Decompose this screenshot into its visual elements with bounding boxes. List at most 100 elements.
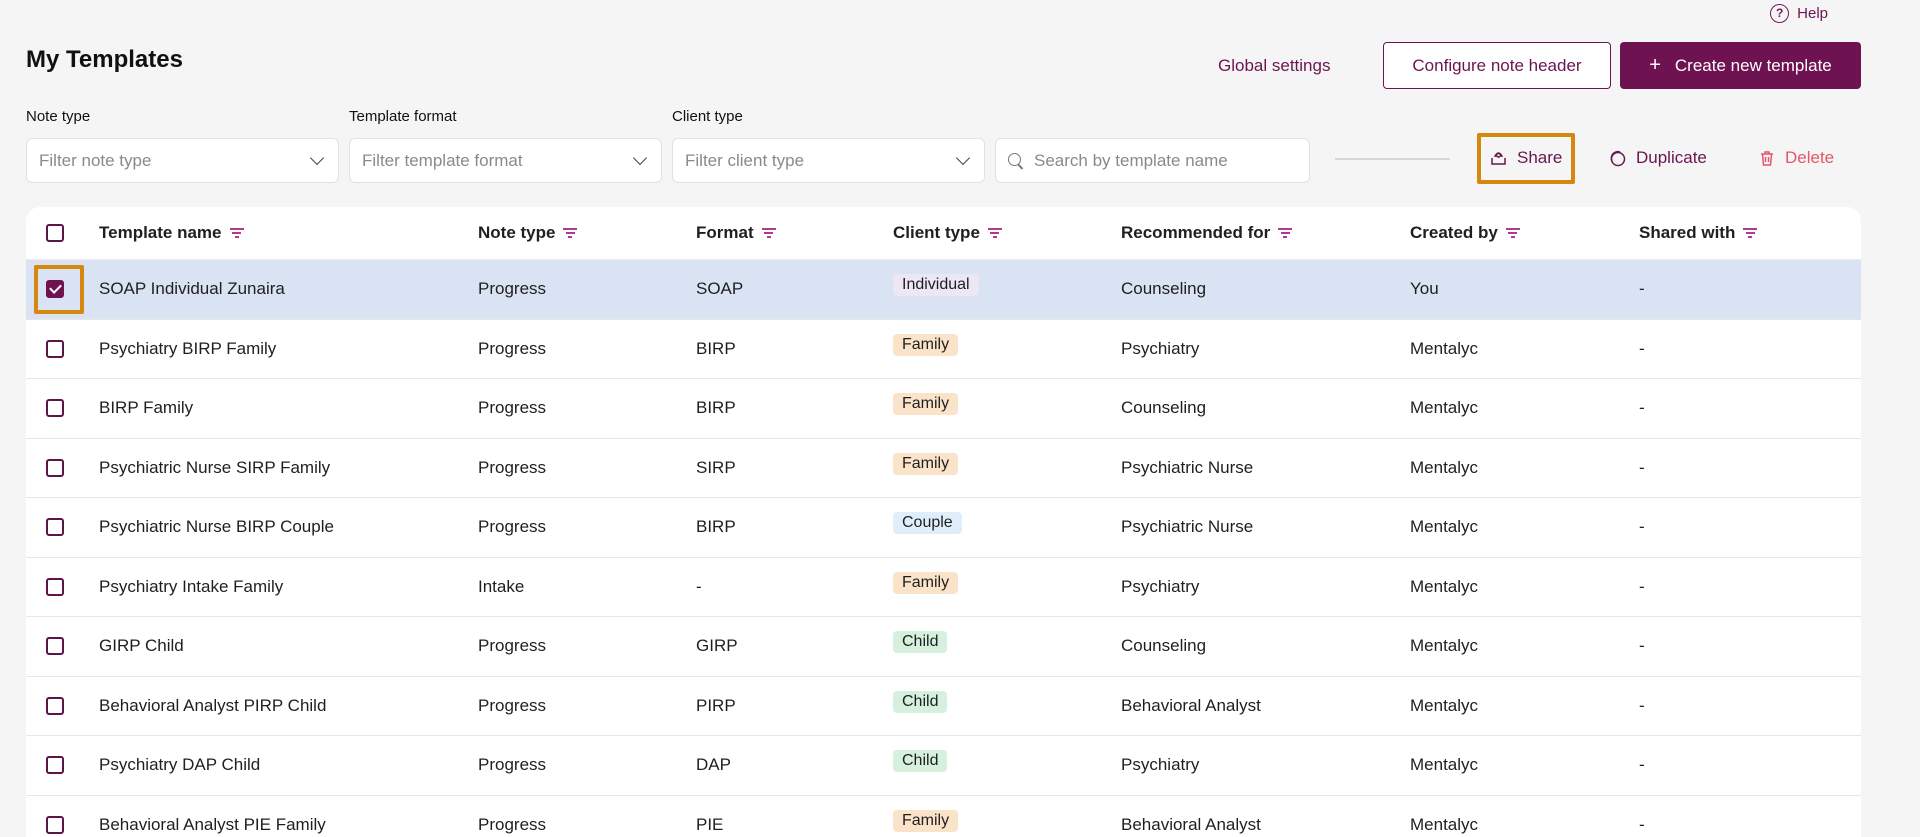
recommended-for: Psychiatry	[1121, 755, 1200, 775]
note-type: Progress	[478, 636, 547, 656]
column-template-name[interactable]: Template name	[99, 223, 244, 243]
template-name[interactable]: SOAP Individual Zunaira	[99, 279, 285, 299]
table-row[interactable]: Psychiatric Nurse SIRP Family Progress SIR…	[26, 439, 1861, 498]
shared-with: -	[1639, 338, 1645, 358]
template-name[interactable]: Psychiatric Nurse BIRP Couple	[99, 517, 334, 537]
format: PIE	[696, 814, 724, 834]
template-format-placeholder: Filter template format	[362, 150, 523, 170]
table-row[interactable]: BIRP Family Progress BIRP Family Counseling M…	[26, 379, 1861, 439]
template-format-label: Template format	[349, 108, 457, 125]
delete-button[interactable]: Delete	[1759, 136, 1834, 180]
format: GIRP	[696, 636, 738, 656]
template-format-select[interactable]: Filter template format	[349, 138, 662, 183]
created-by: Mentalyc	[1410, 517, 1479, 537]
row-checkbox[interactable]	[46, 637, 64, 656]
column-label: Format	[696, 223, 754, 242]
share-button[interactable]: Share	[1490, 136, 1562, 180]
note-type: Progress	[478, 517, 547, 537]
select-all-checkbox[interactable]	[46, 224, 64, 242]
column-created-by[interactable]: Created by	[1410, 223, 1520, 243]
shared-with: -	[1639, 398, 1645, 418]
search-input[interactable]	[1034, 150, 1294, 171]
filter-icon[interactable]	[761, 228, 776, 238]
shared-with: -	[1639, 576, 1645, 596]
row-checkbox[interactable]	[46, 518, 64, 537]
filter-icon[interactable]	[563, 228, 578, 238]
chevron-down-icon	[632, 150, 648, 166]
created-by: You	[1410, 279, 1439, 299]
client-type-badge: Family	[893, 571, 959, 594]
table-row[interactable]: Psychiatric Nurse BIRP Couple Progress BIR…	[26, 498, 1861, 558]
note-type-select[interactable]: Filter note type	[26, 138, 339, 183]
format: BIRP	[696, 338, 736, 358]
help-link[interactable]: ? Help	[1770, 3, 1828, 23]
filter-icon[interactable]	[1278, 228, 1293, 238]
shared-with: -	[1639, 279, 1645, 299]
shared-with: -	[1639, 457, 1645, 477]
share-label: Share	[1517, 148, 1563, 167]
duplicate-button[interactable]: Duplicate	[1608, 136, 1707, 180]
note-type: Progress	[478, 457, 547, 477]
column-note-type[interactable]: Note type	[478, 223, 578, 243]
template-name[interactable]: Psychiatry BIRP Family	[99, 338, 277, 358]
note-type-placeholder: Filter note type	[39, 150, 152, 170]
recommended-for: Psychiatric Nurse	[1121, 517, 1254, 537]
template-name[interactable]: BIRP Family	[99, 398, 194, 418]
note-type: Progress	[478, 755, 547, 775]
column-shared-with[interactable]: Shared with	[1639, 223, 1758, 243]
format: DAP	[696, 755, 731, 775]
chevron-down-icon	[309, 150, 325, 166]
create-new-template-label: Create new template	[1674, 55, 1832, 75]
table-row[interactable]: Psychiatry Intake Family Intake - Family Psy…	[26, 558, 1861, 617]
filter-icon[interactable]	[1505, 228, 1520, 238]
row-checkbox[interactable]	[46, 339, 64, 358]
created-by: Mentalyc	[1410, 636, 1479, 656]
global-settings-button[interactable]: Global settings	[1218, 54, 1330, 78]
shared-with: -	[1639, 814, 1645, 834]
client-type-label: Client type	[672, 108, 743, 125]
search-box[interactable]	[995, 138, 1310, 183]
trash-icon	[1761, 150, 1773, 166]
duplicate-icon	[1610, 150, 1626, 167]
column-label: Template name	[99, 223, 222, 242]
recommended-for: Behavioral Analyst	[1121, 695, 1261, 715]
template-name[interactable]: Behavioral Analyst PIE Family	[99, 814, 326, 834]
row-checkbox[interactable]	[46, 399, 64, 418]
table-row[interactable]: Psychiatry DAP Child Progress DAP Child Psyc…	[26, 736, 1861, 796]
row-checkbox[interactable]	[46, 815, 64, 834]
column-recommended-for[interactable]: Recommended for	[1121, 223, 1293, 243]
filter-icon[interactable]	[1743, 228, 1758, 238]
create-new-template-button[interactable]: + Create new template	[1620, 42, 1861, 89]
client-type-placeholder: Filter client type	[685, 150, 805, 170]
template-name[interactable]: Psychiatric Nurse SIRP Family	[99, 457, 331, 477]
client-type-select[interactable]: Filter client type	[672, 138, 985, 183]
table-row[interactable]: Behavioral Analyst PIRP Child Progress PIR…	[26, 677, 1861, 736]
table-row[interactable]: SOAP Individual Zunaira Progress SOAP Indiv…	[26, 260, 1861, 320]
configure-note-header-button[interactable]: Configure note header	[1383, 42, 1611, 89]
recommended-for: Counseling	[1121, 398, 1207, 418]
filter-icon[interactable]	[987, 228, 1002, 238]
column-client-type[interactable]: Client type	[893, 223, 1002, 243]
shared-with: -	[1639, 517, 1645, 537]
template-name[interactable]: GIRP Child	[99, 636, 184, 656]
table-body: SOAP Individual Zunaira Progress SOAP Indiv…	[26, 260, 1861, 837]
template-name[interactable]: Behavioral Analyst PIRP Child	[99, 695, 327, 715]
table-row[interactable]: Behavioral Analyst PIE Family Progress PIE…	[26, 796, 1861, 837]
delete-label: Delete	[1785, 148, 1835, 167]
created-by: Mentalyc	[1410, 398, 1479, 418]
row-checkbox[interactable]	[46, 458, 64, 477]
column-label: Shared with	[1639, 223, 1736, 242]
table-row[interactable]: GIRP Child Progress GIRP Child Counseling Men…	[26, 617, 1861, 677]
row-checkbox[interactable]	[46, 756, 64, 775]
column-format[interactable]: Format	[696, 223, 776, 243]
template-name[interactable]: Psychiatry DAP Child	[99, 755, 261, 775]
filter-icon[interactable]	[229, 228, 244, 238]
created-by: Mentalyc	[1410, 457, 1479, 477]
format: SOAP	[696, 279, 744, 299]
column-label: Created by	[1410, 223, 1498, 242]
row-checkbox[interactable]	[46, 696, 64, 715]
table-row[interactable]: Psychiatry BIRP Family Progress BIRP Family…	[26, 320, 1861, 379]
row-checkbox[interactable]	[46, 577, 64, 596]
row-checkbox[interactable]	[46, 280, 64, 299]
template-name[interactable]: Psychiatry Intake Family	[99, 576, 284, 596]
